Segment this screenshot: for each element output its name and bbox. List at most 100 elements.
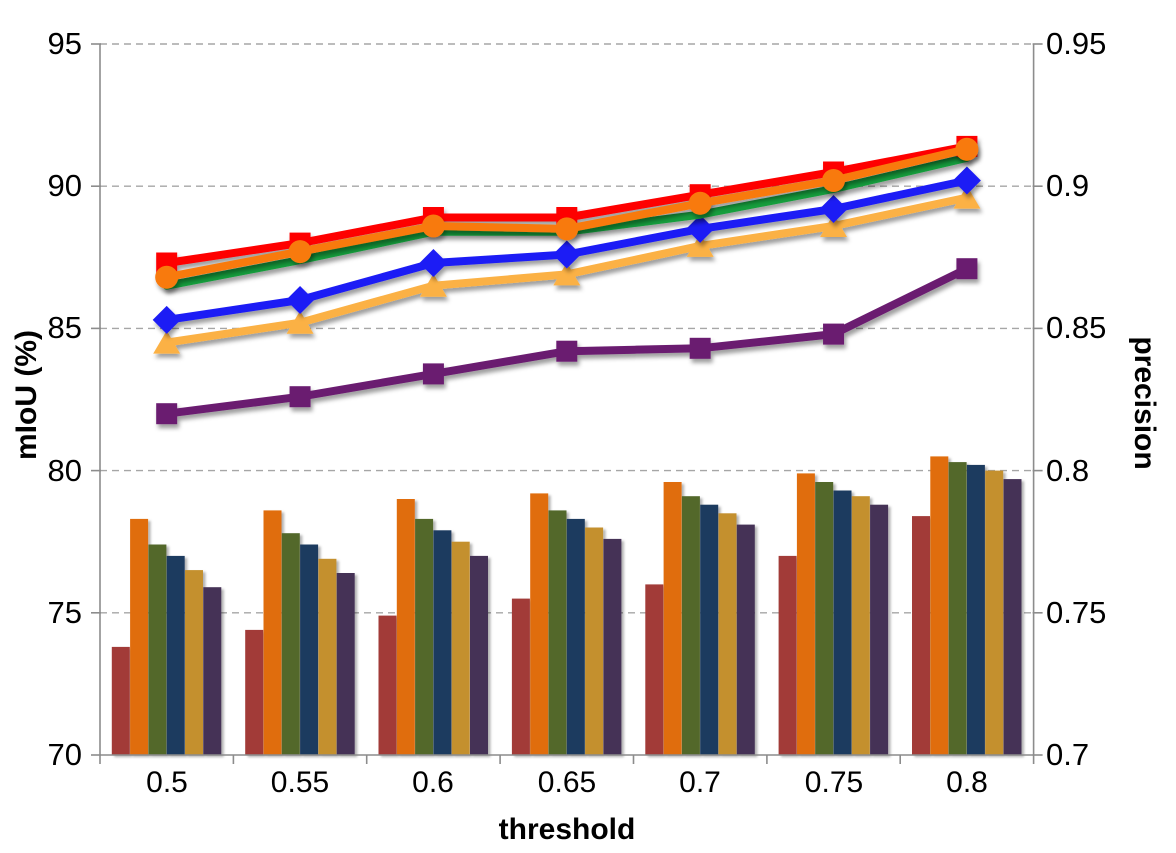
bar (396, 499, 415, 755)
marker-square (422, 363, 444, 385)
bar-series-brick (111, 516, 930, 755)
bar (203, 587, 222, 755)
left-axis-tick-label: 85 (47, 310, 82, 345)
bar (930, 456, 949, 755)
bar-series-olive (148, 462, 967, 755)
bar-series-gold (185, 470, 1004, 755)
marker-triangle (286, 310, 314, 334)
bar (736, 524, 755, 755)
bar (378, 615, 397, 755)
bar (985, 470, 1004, 755)
left-axis-tick-label: 90 (47, 168, 82, 203)
marker-circle (955, 137, 979, 161)
marker-square (289, 386, 311, 408)
bar (585, 527, 604, 755)
marker-diamond (286, 286, 315, 314)
left-axis-title: mIoU (%) (10, 330, 43, 460)
bar (566, 518, 585, 755)
right-axis-tick-label: 0.95 (1046, 26, 1107, 61)
line-series-blue-diamonds (152, 166, 981, 334)
bar (245, 629, 264, 755)
bar (111, 646, 130, 755)
marker-triangle (820, 214, 848, 237)
bar (548, 510, 567, 755)
marker-square (956, 258, 978, 280)
bar (700, 504, 719, 755)
line-series-orange-circles (155, 137, 979, 289)
x-axis-title: threshold (498, 813, 636, 846)
bar (681, 496, 700, 755)
marker-circle (822, 169, 846, 192)
bar (300, 544, 319, 755)
bar (1003, 479, 1022, 755)
marker-diamond (686, 214, 715, 243)
left-axis-tick-label: 95 (47, 26, 82, 61)
bar (148, 544, 167, 755)
marker-circle (421, 214, 445, 238)
bar (470, 555, 488, 755)
right-axis-tick-label: 0.75 (1046, 595, 1107, 630)
marker-diamond (952, 166, 981, 195)
bar (336, 573, 355, 755)
marker-diamond (152, 305, 181, 334)
bar (130, 518, 149, 755)
marker-triangle (153, 330, 181, 354)
right-axis-tick-label: 0.8 (1046, 453, 1090, 488)
marker-square (156, 403, 178, 425)
bar (663, 482, 682, 755)
bar (603, 538, 622, 755)
bar (966, 464, 985, 755)
bar (433, 530, 452, 755)
marker-diamond (819, 195, 848, 223)
left-axis-tick-label: 70 (47, 737, 82, 772)
right-axis-title: precision (1128, 336, 1161, 470)
marker-circle (155, 265, 179, 289)
marker-triangle (953, 185, 981, 209)
bar-series-plum (203, 479, 1022, 755)
marker-diamond (419, 249, 448, 277)
bar (718, 513, 737, 755)
marker-circle (688, 191, 712, 215)
left-axis-tick-label: 75 (47, 595, 82, 630)
bar (263, 510, 282, 755)
bar (912, 516, 930, 755)
bar (948, 462, 967, 755)
line-series-purple-squares (156, 258, 978, 425)
bar (511, 598, 530, 755)
bar (185, 570, 203, 755)
right-axis-tick-label: 0.7 (1046, 737, 1090, 772)
marker-triangle (419, 273, 447, 297)
x-axis-tick-label: 0.6 (412, 766, 454, 799)
bar (778, 555, 797, 755)
bar (645, 584, 664, 755)
x-axis-tick-label: 0.8 (946, 766, 988, 799)
bar (833, 490, 852, 755)
bar (851, 496, 870, 755)
x-axis-tick-label: 0.75 (804, 766, 864, 799)
bar (815, 482, 834, 755)
bar (796, 473, 815, 755)
marker-circle (555, 217, 579, 241)
line-series-amber-triangles (153, 185, 981, 354)
x-axis-tick-label: 0.5 (146, 766, 188, 799)
left-axis-tick-label: 80 (47, 453, 82, 488)
marker-square (689, 337, 711, 359)
bar (530, 493, 549, 755)
x-axis-tick-label: 0.55 (270, 766, 330, 799)
marker-triangle (686, 233, 714, 257)
axes (91, 43, 1043, 764)
marker-triangle (553, 262, 581, 286)
bar (415, 518, 434, 755)
marker-circle (288, 240, 312, 264)
marker-diamond (552, 240, 581, 269)
bar-series-navy (166, 464, 985, 755)
marker-square (823, 323, 845, 345)
bar (451, 541, 470, 755)
marker-square (556, 340, 578, 362)
bar (166, 555, 185, 755)
bar (870, 504, 889, 755)
x-axis-tick-label: 0.7 (679, 766, 721, 799)
